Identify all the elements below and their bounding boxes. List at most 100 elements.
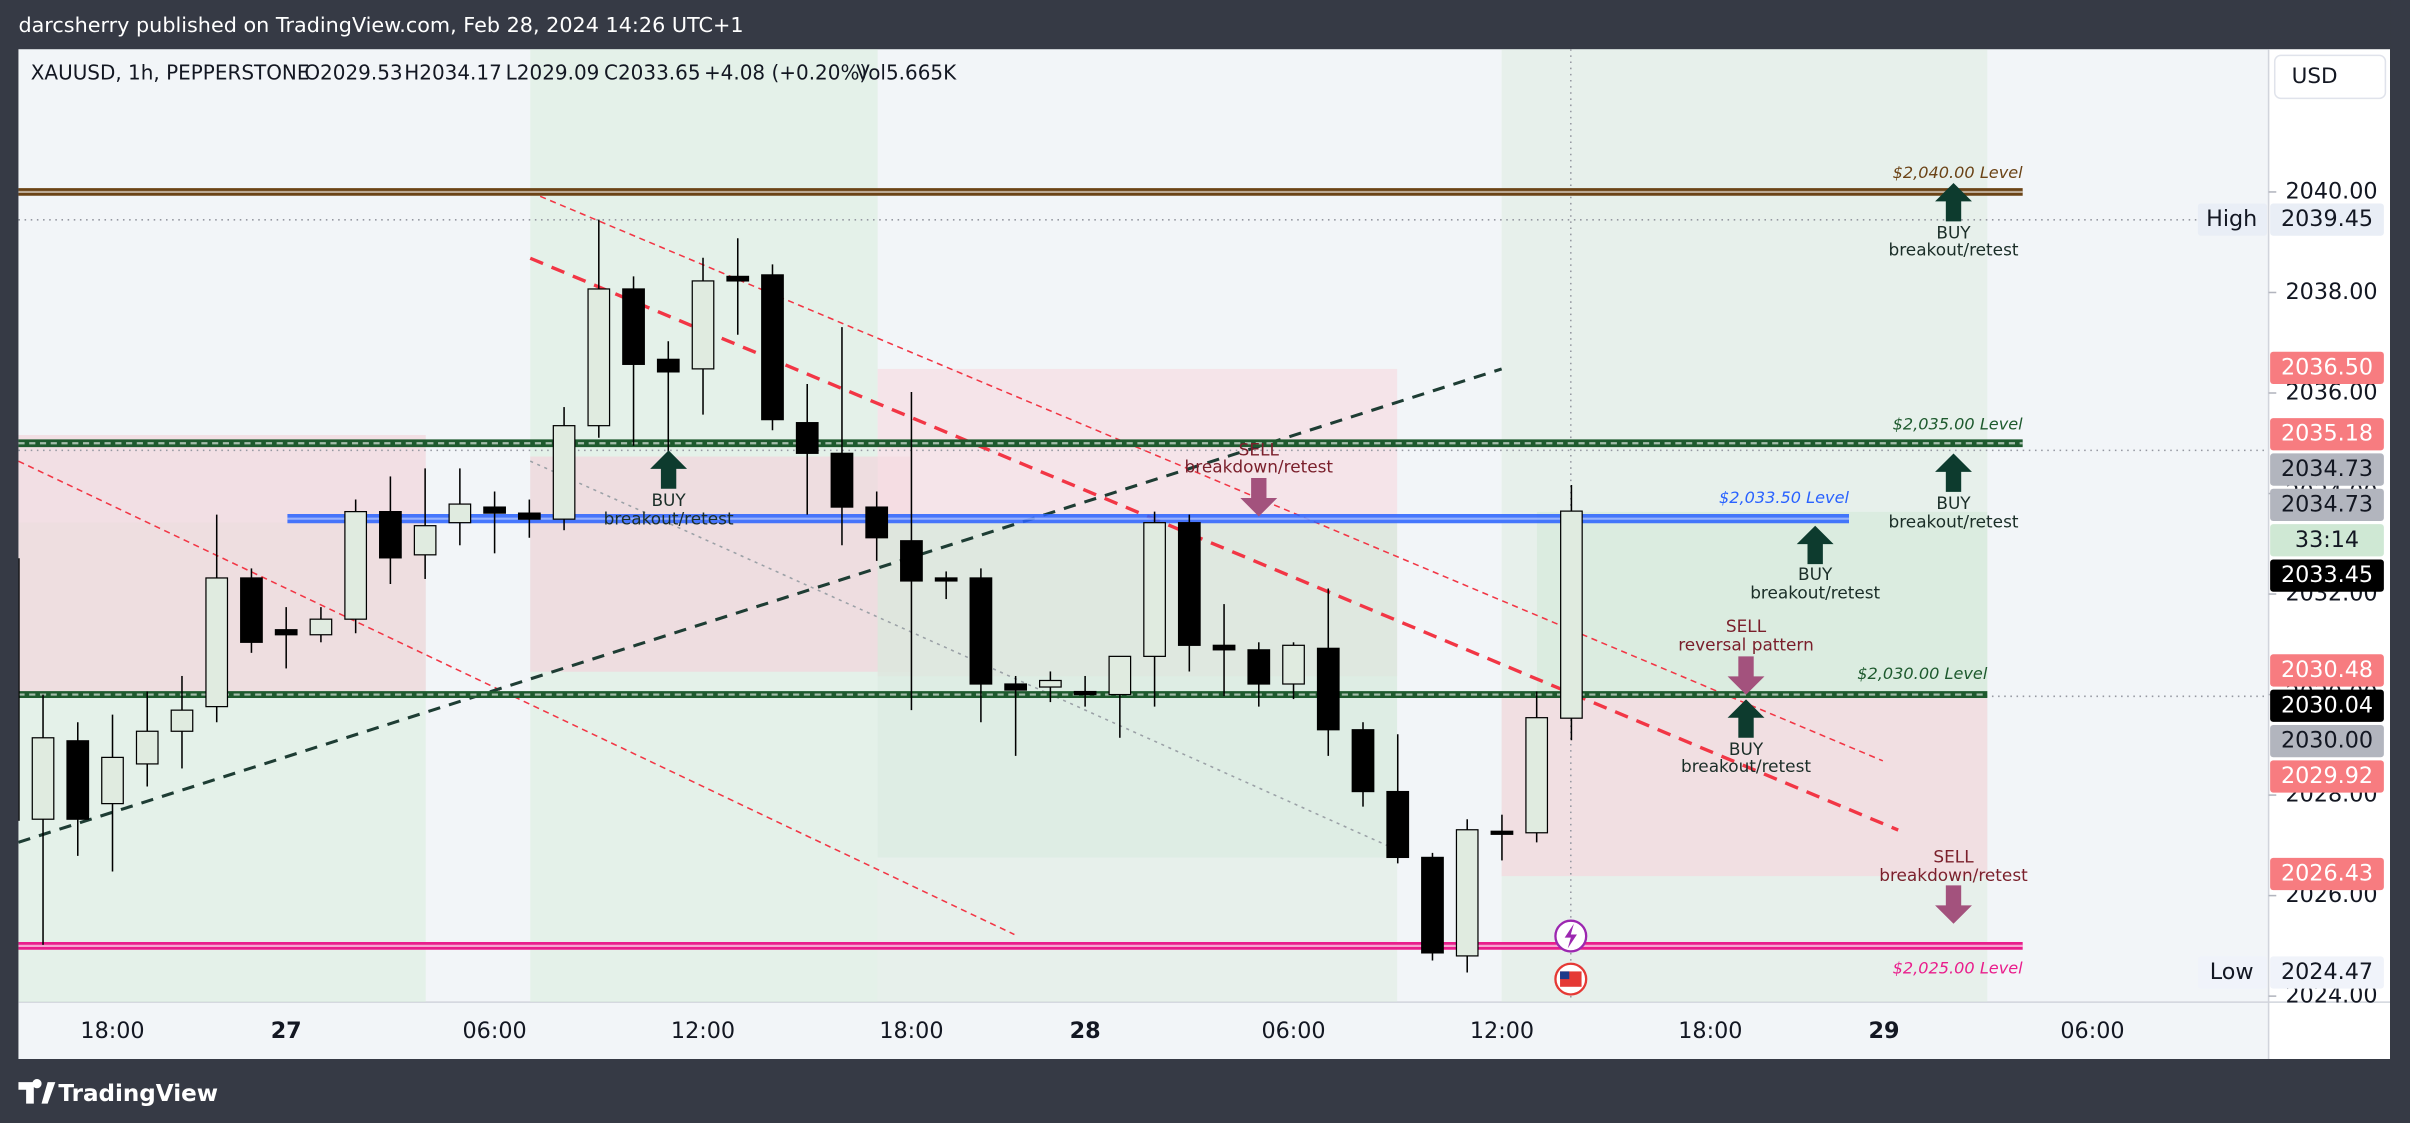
annotation-text: breakout/retest (1750, 582, 1880, 602)
candle-body (1316, 647, 1340, 731)
price-tag-label: 2029.92 (2281, 763, 2373, 789)
price-tag (2270, 689, 2384, 722)
candle-body (726, 275, 750, 282)
price-tag-label: 2034.73 (2281, 456, 2373, 482)
annotation-title: BUY (651, 490, 686, 510)
price-tag-label: 2034.73 (2281, 491, 2373, 517)
price-tag (2270, 559, 2384, 592)
trend-line (18, 367, 1503, 844)
countdown: 33:14 (2295, 527, 2359, 553)
price-tag (2270, 488, 2384, 522)
annotation-title: BUY (1936, 493, 1971, 513)
zone (530, 456, 912, 672)
candle-body (101, 756, 124, 805)
price-tag (2270, 857, 2384, 891)
candle-body (379, 511, 402, 559)
candle-body (552, 425, 576, 520)
candle-body (1212, 644, 1236, 651)
candle-body (622, 288, 645, 365)
legend-high: H2034.17 (404, 60, 502, 84)
price-tag-label: 2035.18 (2281, 421, 2373, 447)
candle-body (240, 577, 263, 643)
event-icon (1564, 923, 1577, 949)
price-tag (2270, 956, 2384, 989)
annotation-text: reversal pattern (1678, 635, 1814, 655)
publisher: darcsherry published on TradingView.com,… (18, 13, 743, 37)
candle-body (1004, 683, 1028, 691)
x-tick-label: 28 (1070, 1018, 1101, 1044)
candle-body (18, 558, 20, 821)
candle-body (934, 577, 958, 582)
level-label: $2,035.00 Level (1893, 414, 2024, 433)
y-tick-label: 2038.00 (2286, 279, 2378, 305)
candle-body (1455, 829, 1479, 957)
candle-body (1073, 690, 1097, 696)
annotation-title: BUY (1936, 223, 1971, 243)
candle-body (1490, 830, 1514, 835)
candle-body (309, 618, 333, 636)
footer (0, 1059, 2410, 1123)
candle-body (1247, 649, 1271, 685)
annotation-text: breakdown/retest (1185, 456, 1334, 476)
x-tick-label: 18:00 (80, 1018, 144, 1044)
plot: $2,040.00 Level $2,035.00 Level $2,033.5… (18, 49, 2269, 1003)
annotation-text: breakout/retest (1889, 512, 2019, 532)
candle-body (900, 540, 923, 582)
candle-body (761, 274, 784, 421)
candle-body (517, 512, 541, 520)
candle-body (830, 452, 854, 508)
frame (2390, 0, 2410, 1123)
currency-button[interactable] (2273, 54, 2387, 100)
price-tag-caption: Low (2210, 959, 2254, 985)
annotation-text: breakout/retest (1681, 756, 1811, 776)
candle-body (483, 506, 506, 514)
price-tag-label: 2039.45 (2281, 206, 2373, 232)
zone (877, 857, 1398, 1003)
candle-body (1143, 522, 1166, 657)
price-tag (2270, 725, 2384, 758)
candle-body (1282, 644, 1305, 685)
candle-body (274, 629, 298, 636)
candle-body (1560, 510, 1583, 719)
price-tag-label: 2033.45 (2281, 562, 2373, 588)
event-icon (1560, 971, 1570, 980)
annotation-text: breakout/retest (604, 509, 734, 529)
annotation-title: SELL (1239, 439, 1280, 459)
price-tag-label: 2036.50 (2281, 354, 2373, 380)
x-tick-label: 06:00 (2060, 1018, 2124, 1044)
candle-body (795, 422, 819, 454)
candle-body (1039, 679, 1062, 688)
price-tag-caption: High (2206, 206, 2257, 232)
candle-body (1177, 522, 1201, 646)
x-tick-label: 27 (271, 1018, 302, 1044)
candle-body (344, 511, 368, 620)
candle-body (969, 577, 993, 685)
candle-body (1386, 790, 1410, 859)
annotation-title: SELL (1933, 847, 1974, 867)
legend-close: C2033.65 (604, 60, 701, 84)
level-label: $2,025.00 Level (1893, 958, 2024, 977)
candle-body (205, 577, 229, 708)
legend-low: L2029.09 (506, 60, 600, 84)
candle-body (656, 358, 680, 373)
symbol: XAUUSD, 1h, PEPPERSTONE (31, 60, 310, 84)
x-tick-label: 18:00 (879, 1018, 943, 1044)
candle-body (1421, 856, 1444, 954)
x-tick-label: 18:00 (1678, 1018, 1742, 1044)
price-tag-label: 2030.48 (2281, 657, 2373, 683)
price-tag (2270, 760, 2384, 793)
x-tick-label: 06:00 (463, 1018, 527, 1044)
candle-body (1525, 717, 1549, 834)
brand: TradingView (58, 1081, 218, 1107)
logo (18, 1079, 56, 1104)
price-tag (2270, 418, 2384, 451)
x-tick-label: 12:00 (671, 1018, 735, 1044)
y-tick-label: 2040.00 (2286, 178, 2378, 204)
candle-body (135, 730, 159, 765)
candle-body (587, 288, 611, 427)
level-label: $2,030.00 Level (1857, 664, 1988, 683)
candle-body (31, 737, 55, 820)
candle-body (1351, 729, 1375, 793)
legend-change: +4.08 (+0.20%) (704, 60, 867, 84)
